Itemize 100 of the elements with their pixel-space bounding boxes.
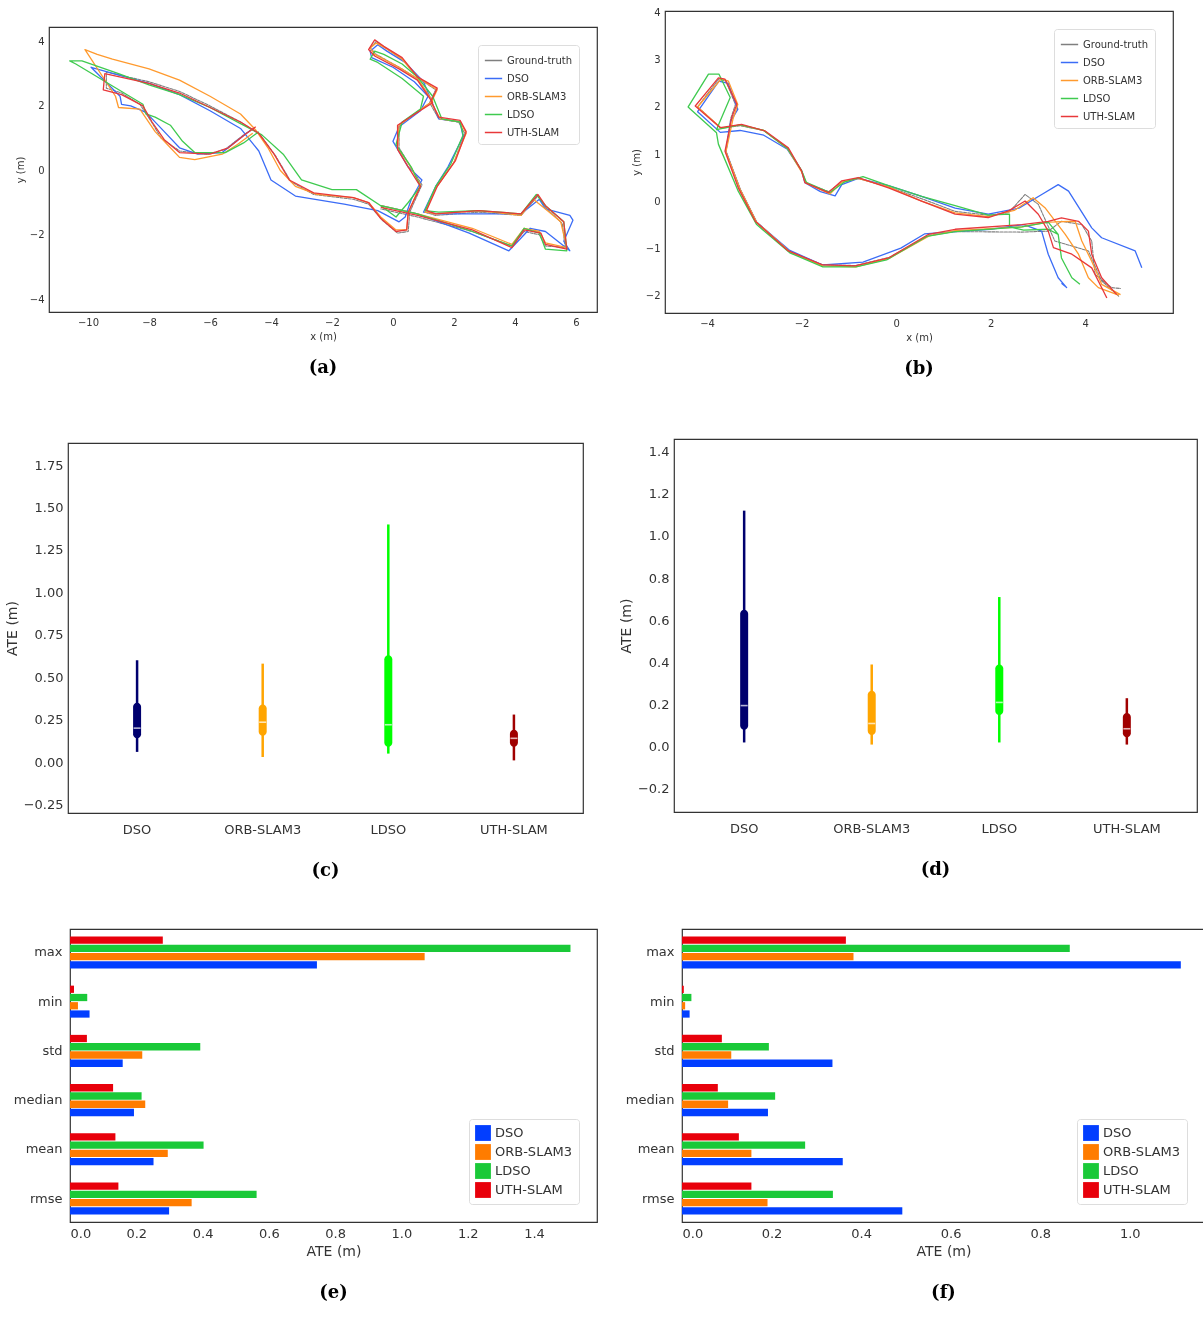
text: (e) — [319, 1281, 348, 1302]
bar — [682, 1108, 768, 1117]
y-tick-label: 1.2 — [648, 486, 670, 502]
bar — [682, 1207, 903, 1215]
legend-label: ORB-SLAM3 — [495, 1144, 573, 1159]
bar — [70, 1199, 192, 1207]
bar — [70, 1043, 201, 1051]
y-tick-label: 1.00 — [34, 584, 64, 600]
x-tick-label: DSO — [729, 820, 759, 836]
x-tick-label: 0.4 — [851, 1225, 872, 1241]
legend-label: LDSO — [495, 1163, 531, 1178]
x-tick-label: 0.2 — [126, 1225, 148, 1241]
x-tick-label: 2 — [451, 316, 458, 328]
bar — [682, 1100, 729, 1108]
y-tick-label: −2 — [645, 289, 661, 301]
y-tick-label: 0.00 — [34, 754, 64, 770]
bar — [70, 1034, 87, 1043]
legend-label: UTH-SLAM — [1083, 110, 1136, 122]
bar — [682, 1043, 769, 1051]
bar — [70, 1084, 114, 1092]
legend-label: ORB-SLAM3 — [507, 90, 567, 102]
x-tick-label: 0.0 — [682, 1225, 704, 1241]
legend-label: Ground-truth — [1083, 38, 1149, 50]
y-tick-label: 3 — [654, 54, 661, 66]
y-tick-label: std — [42, 1042, 63, 1058]
y-tick-label: 1.75 — [34, 457, 64, 473]
y-tick-label: 0.8 — [648, 570, 670, 586]
y-tick-label: 0.2 — [648, 697, 670, 713]
bar — [682, 1051, 732, 1059]
y-tick-label: median — [625, 1092, 675, 1108]
x-tick-label: UTH-SLAM — [1092, 820, 1161, 836]
x-tick-label: 1.2 — [457, 1225, 479, 1241]
text: (a) — [308, 356, 338, 377]
y-tick-label: 1.50 — [34, 500, 64, 515]
x-tick-label: −10 — [77, 316, 100, 328]
y-axis-title: y (m) — [630, 149, 642, 176]
y-tick-label: −1 — [645, 242, 661, 254]
y-tick-label: rmse — [29, 1190, 63, 1206]
legend-label: UTH-SLAM — [507, 126, 560, 138]
text: (d) — [920, 858, 951, 879]
bar — [682, 1133, 739, 1141]
x-tick-label: UTH-SLAM — [480, 821, 548, 837]
x-tick-label: 2 — [987, 317, 995, 329]
y-tick-label: 0.75 — [34, 627, 64, 643]
text: (c) — [311, 859, 340, 880]
x-tick-label: 1.4 — [524, 1225, 545, 1241]
x-tick-label: 0 — [893, 317, 900, 329]
legend-label: ORB-SLAM3 — [1103, 1144, 1181, 1159]
bar — [682, 1158, 843, 1166]
y-tick-label: 0.25 — [34, 712, 64, 728]
x-tick-label: 0.6 — [259, 1225, 280, 1241]
bar — [70, 993, 88, 1002]
x-tick-label: 4 — [512, 316, 519, 328]
y-axis-title: ATE (m) — [3, 601, 20, 656]
y-tick-label: mean — [637, 1141, 675, 1157]
x-axis-title: x (m) — [906, 331, 933, 343]
y-tick-label: max — [34, 944, 63, 960]
x-tick-label: 0.8 — [1030, 1225, 1052, 1241]
bar — [70, 1059, 123, 1067]
x-tick-label: 0.8 — [325, 1225, 346, 1241]
bar — [682, 944, 1070, 952]
x-tick-label: 1.0 — [1119, 1225, 1141, 1241]
y-tick-label: −2 — [29, 229, 45, 241]
bar — [70, 1002, 78, 1010]
bar — [70, 985, 74, 993]
bar — [70, 1207, 170, 1215]
x-axis-title: ATE (m) — [916, 1242, 972, 1259]
x-tick-label: ORB-SLAM3 — [224, 821, 302, 837]
y-tick-label: min — [37, 993, 63, 1009]
bar — [70, 1141, 204, 1149]
x-tick-label: DSO — [122, 821, 152, 837]
y-tick-label: 4 — [38, 35, 45, 47]
bar — [70, 936, 163, 944]
legend-label: DSO — [1083, 56, 1106, 68]
bar — [682, 1182, 752, 1190]
x-tick-label: −8 — [142, 316, 157, 328]
x-tick-label: −4 — [264, 316, 279, 328]
y-tick-label: −0.2 — [637, 781, 670, 797]
bar — [70, 944, 571, 952]
legend-label: ORB-SLAM3 — [1083, 74, 1143, 86]
x-tick-label: 4 — [1082, 317, 1089, 329]
bar — [682, 1034, 722, 1043]
y-tick-label: −0.25 — [23, 797, 64, 813]
x-tick-label: LDSO — [981, 820, 1018, 836]
bar — [682, 961, 1181, 969]
y-tick-label: −4 — [29, 293, 45, 305]
y-tick-label: 1.25 — [34, 542, 64, 558]
y-axis-title: y (m) — [14, 156, 26, 184]
bar — [682, 1002, 686, 1010]
bar — [70, 1182, 119, 1190]
x-axis-title: ATE (m) — [306, 1242, 362, 1259]
bar — [682, 952, 854, 961]
x-tick-label: −6 — [203, 316, 218, 328]
text: (b) — [904, 357, 934, 378]
bar — [682, 1141, 806, 1149]
y-tick-label: mean — [25, 1141, 63, 1157]
bar — [70, 1051, 143, 1059]
x-tick-label: −2 — [794, 317, 810, 329]
bar — [70, 1010, 90, 1018]
bar — [682, 1149, 752, 1158]
